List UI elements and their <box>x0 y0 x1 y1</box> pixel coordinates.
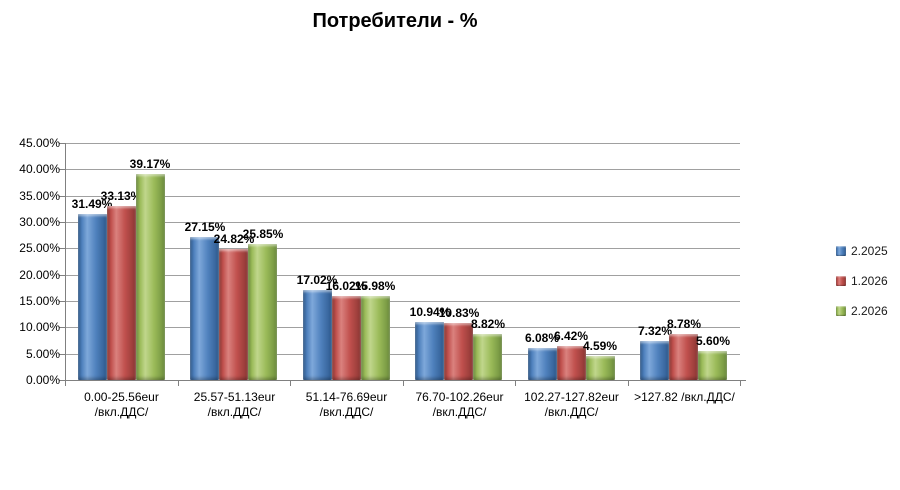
x-category-label: 102.27-127.82eur/вкл.ДДС/ <box>524 390 619 419</box>
x-axis-line <box>65 380 746 381</box>
y-axis-tick <box>59 248 65 249</box>
y-axis-line <box>65 143 66 381</box>
data-label: 4.59% <box>582 339 618 353</box>
y-gridline <box>65 196 740 197</box>
x-axis-tick <box>290 381 291 386</box>
chart-title: Потребители - % <box>312 10 478 32</box>
data-label: 8.78% <box>666 317 702 331</box>
data-label: 15.98% <box>354 279 396 293</box>
x-category-label: 76.70-102.26eur/вкл.ДДС/ <box>415 390 504 419</box>
y-axis-tick-label: 0.00% <box>25 373 60 387</box>
legend-swatch-icon <box>836 246 846 256</box>
y-axis-tick <box>59 169 65 170</box>
data-label: 8.82% <box>470 317 506 331</box>
x-category-label: >127.82 /вкл.ДДС/ <box>634 390 735 404</box>
bar-1.2026-group4 <box>444 323 473 380</box>
legend-label: 2.2026 <box>851 304 888 318</box>
bar-1.2026-group3 <box>332 296 361 380</box>
data-label: 17.02% <box>296 273 338 287</box>
bar-2.2026-group2 <box>248 244 277 380</box>
x-axis-tick <box>178 381 179 386</box>
x-axis-tick <box>740 381 741 386</box>
y-gridline <box>65 169 740 170</box>
bar-1.2026-group1 <box>107 206 136 380</box>
data-label: 16.02% <box>325 279 367 293</box>
legend: 2.2025 1.2026 2.2026 <box>836 244 888 334</box>
bar-2.2025-group2 <box>190 237 219 380</box>
legend-label: 1.2026 <box>851 274 888 288</box>
x-axis-tick <box>515 381 516 386</box>
y-axis-tick-label: 30.00% <box>19 215 60 229</box>
y-axis-tick <box>59 301 65 302</box>
bar-1.2026-group2 <box>219 249 248 380</box>
bar-2.2025-group1 <box>78 214 107 380</box>
data-label: 39.17% <box>129 157 171 171</box>
data-label: 24.82% <box>213 232 255 246</box>
y-axis-tick <box>59 354 65 355</box>
bar-2.2026-group4 <box>473 334 502 380</box>
y-axis-tick <box>59 222 65 223</box>
bar-2.2026-group6 <box>698 351 727 380</box>
y-axis-tick <box>59 275 65 276</box>
y-gridline <box>65 143 740 144</box>
bar-2.2025-group4 <box>415 322 444 380</box>
bar-2.2025-group3 <box>303 290 332 380</box>
data-label: 5.60% <box>695 334 731 348</box>
legend-item-2.2025: 2.2025 <box>836 244 888 258</box>
legend-label: 2.2025 <box>851 244 888 258</box>
y-axis-tick <box>59 380 65 381</box>
y-axis-tick-label: 35.00% <box>19 189 60 203</box>
data-label: 6.08% <box>524 331 560 345</box>
y-axis-tick-label: 15.00% <box>19 294 60 308</box>
bar-1.2026-group5 <box>557 346 586 380</box>
data-label: 25.85% <box>242 227 284 241</box>
x-axis-tick <box>403 381 404 386</box>
y-gridline <box>65 248 740 249</box>
y-gridline <box>65 354 740 355</box>
x-axis-tick <box>65 381 66 386</box>
bar-2.2025-group6 <box>640 341 669 380</box>
x-category-label: 0.00-25.56eur/вкл.ДДС/ <box>84 390 159 419</box>
data-label: 31.49% <box>71 197 113 211</box>
bar-2.2026-group5 <box>586 356 615 380</box>
bar-2.2026-group1 <box>136 174 165 380</box>
legend-swatch-icon <box>836 306 846 316</box>
y-gridline <box>65 301 740 302</box>
data-label: 33.13% <box>100 189 142 203</box>
x-axis-tick <box>628 381 629 386</box>
legend-item-2.2026: 2.2026 <box>836 304 888 318</box>
data-label: 7.32% <box>637 324 673 338</box>
x-category-label: 51.14-76.69eur/вкл.ДДС/ <box>305 390 388 419</box>
legend-swatch-icon <box>836 276 846 286</box>
y-axis-tick-label: 5.00% <box>25 347 60 361</box>
bar-2.2025-group5 <box>528 348 557 380</box>
y-axis-tick <box>59 327 65 328</box>
y-axis-tick-label: 45.00% <box>19 136 60 150</box>
bar-2.2026-group3 <box>361 296 390 380</box>
legend-item-1.2026: 1.2026 <box>836 274 888 288</box>
data-label: 10.94% <box>409 305 451 319</box>
y-axis-tick <box>59 196 65 197</box>
x-category-label: 25.57-51.13eur/вкл.ДДС/ <box>193 390 276 419</box>
y-axis-tick-label: 10.00% <box>19 320 60 334</box>
y-axis-tick <box>59 143 65 144</box>
y-axis-tick-label: 25.00% <box>19 241 60 255</box>
y-axis-tick-label: 40.00% <box>19 162 60 176</box>
y-gridline <box>65 327 740 328</box>
data-label: 6.42% <box>553 329 589 343</box>
y-gridline <box>65 275 740 276</box>
bar-1.2026-group6 <box>669 334 698 380</box>
data-label: 10.83% <box>438 306 480 320</box>
y-gridline <box>65 222 740 223</box>
y-axis-tick-label: 20.00% <box>19 268 60 282</box>
data-label: 27.15% <box>184 220 226 234</box>
